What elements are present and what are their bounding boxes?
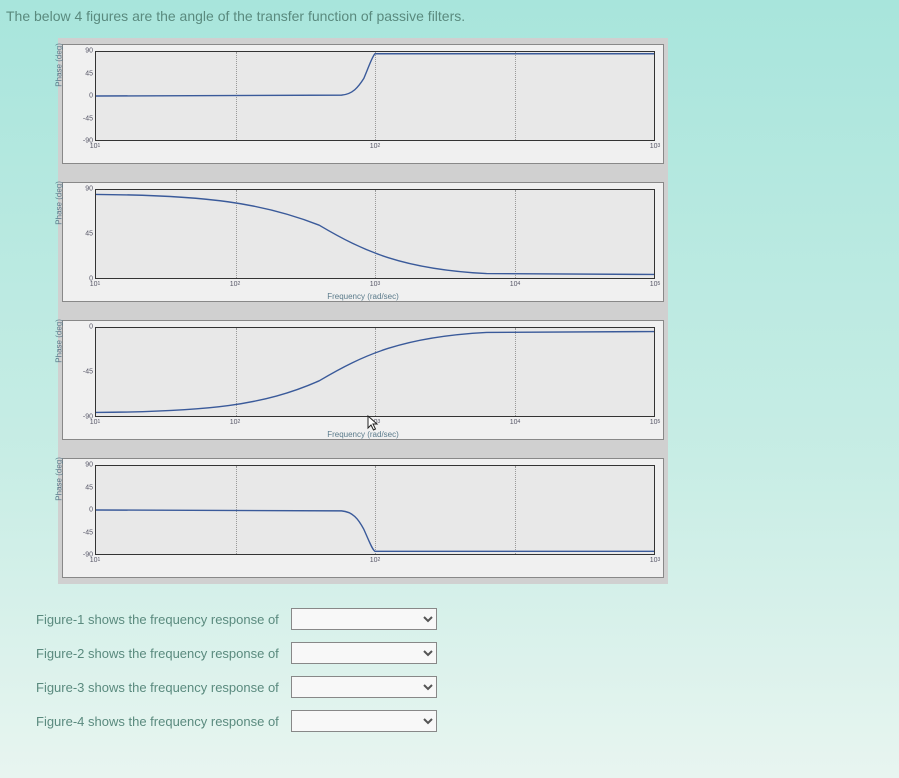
chart-panel-1: Phase (deg)90450-45-90101102103 [62, 44, 664, 164]
question-label: Figure-1 shows the frequency response of [36, 612, 279, 627]
question-row-4: Figure-4 shows the frequency response of [36, 710, 899, 732]
chart-ylabel: Phase (deg) [55, 43, 64, 87]
plot-area [95, 189, 655, 279]
xtick-label: 104 [510, 281, 521, 288]
chart-yticks: 90450-45-90 [71, 51, 93, 141]
xtick-label: 101 [90, 281, 101, 288]
chart-panel-3: Phase (deg)0-45-90101102103104105Frequen… [62, 320, 664, 440]
ytick-label: 0 [89, 324, 93, 331]
question-row-1: Figure-1 shows the frequency response of [36, 608, 899, 630]
page-title: The below 4 figures are the angle of the… [0, 0, 899, 38]
xtick-label: 105 [650, 281, 661, 288]
chart-ylabel: Phase (deg) [55, 319, 64, 363]
xtick-label: 103 [370, 281, 381, 288]
xtick-label: 103 [370, 419, 381, 426]
question-row-2: Figure-2 shows the frequency response of [36, 642, 899, 664]
chart-panel-2: Phase (deg)90450101102103104105Frequency… [62, 182, 664, 302]
chart-ylabel: Phase (deg) [55, 457, 64, 501]
ytick-label: 45 [85, 70, 93, 77]
answer-select-2[interactable] [291, 642, 437, 664]
answer-select-3[interactable] [291, 676, 437, 698]
chart-yticks: 0-45-90 [71, 327, 93, 417]
question-label: Figure-2 shows the frequency response of [36, 646, 279, 661]
xtick-label: 101 [90, 419, 101, 426]
chart-panel-4: Phase (deg)90450-45-90101102103 [62, 458, 664, 578]
chart-xlabel: Frequency (rad/sec) [63, 292, 663, 301]
phase-curve [96, 52, 654, 140]
xtick-label: 101 [90, 557, 101, 564]
ytick-label: 0 [89, 507, 93, 514]
ytick-label: 90 [85, 462, 93, 469]
chart-xticks: 101102103 [95, 143, 655, 153]
ytick-label: -45 [83, 369, 93, 376]
chart-xticks: 101102103 [95, 557, 655, 567]
xtick-label: 101 [90, 143, 101, 150]
ytick-label: 45 [85, 484, 93, 491]
questions-block: Figure-1 shows the frequency response of… [36, 608, 899, 732]
answer-select-1[interactable] [291, 608, 437, 630]
ytick-label: -45 [83, 115, 93, 122]
xtick-label: 102 [230, 419, 241, 426]
chart-yticks: 90450 [71, 189, 93, 279]
xtick-label: 103 [650, 143, 661, 150]
ytick-label: 90 [85, 48, 93, 55]
plot-area [95, 51, 655, 141]
chart-xlabel: Frequency (rad/sec) [63, 430, 663, 439]
xtick-label: 102 [370, 557, 381, 564]
ytick-label: 90 [85, 186, 93, 193]
ytick-label: 45 [85, 231, 93, 238]
chart-xticks: 101102103104105 [95, 419, 655, 429]
ytick-label: -45 [83, 529, 93, 536]
charts-container: Phase (deg)90450-45-90101102103Phase (de… [58, 38, 668, 584]
xtick-label: 102 [370, 143, 381, 150]
xtick-label: 102 [230, 281, 241, 288]
question-label: Figure-4 shows the frequency response of [36, 714, 279, 729]
ytick-label: 0 [89, 93, 93, 100]
phase-curve [96, 466, 654, 554]
xtick-label: 104 [510, 419, 521, 426]
chart-yticks: 90450-45-90 [71, 465, 93, 555]
question-row-3: Figure-3 shows the frequency response of [36, 676, 899, 698]
xtick-label: 105 [650, 419, 661, 426]
answer-select-4[interactable] [291, 710, 437, 732]
phase-curve [96, 190, 654, 278]
xtick-label: 103 [650, 557, 661, 564]
plot-area [95, 465, 655, 555]
plot-area [95, 327, 655, 417]
chart-xticks: 101102103104105 [95, 281, 655, 291]
phase-curve [96, 328, 654, 416]
question-label: Figure-3 shows the frequency response of [36, 680, 279, 695]
chart-ylabel: Phase (deg) [55, 181, 64, 225]
